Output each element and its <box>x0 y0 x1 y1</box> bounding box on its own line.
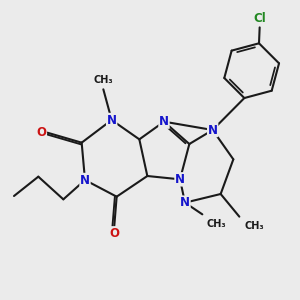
Text: N: N <box>208 124 218 136</box>
Text: CH₃: CH₃ <box>206 219 226 229</box>
Text: CH₃: CH₃ <box>244 221 264 231</box>
Text: N: N <box>107 113 117 127</box>
Text: CH₃: CH₃ <box>94 75 113 85</box>
Text: N: N <box>180 196 190 209</box>
Text: O: O <box>36 126 46 139</box>
Text: N: N <box>175 173 185 186</box>
Text: O: O <box>109 227 119 240</box>
Text: N: N <box>80 173 90 187</box>
Text: Cl: Cl <box>253 13 266 26</box>
Text: N: N <box>159 115 169 128</box>
